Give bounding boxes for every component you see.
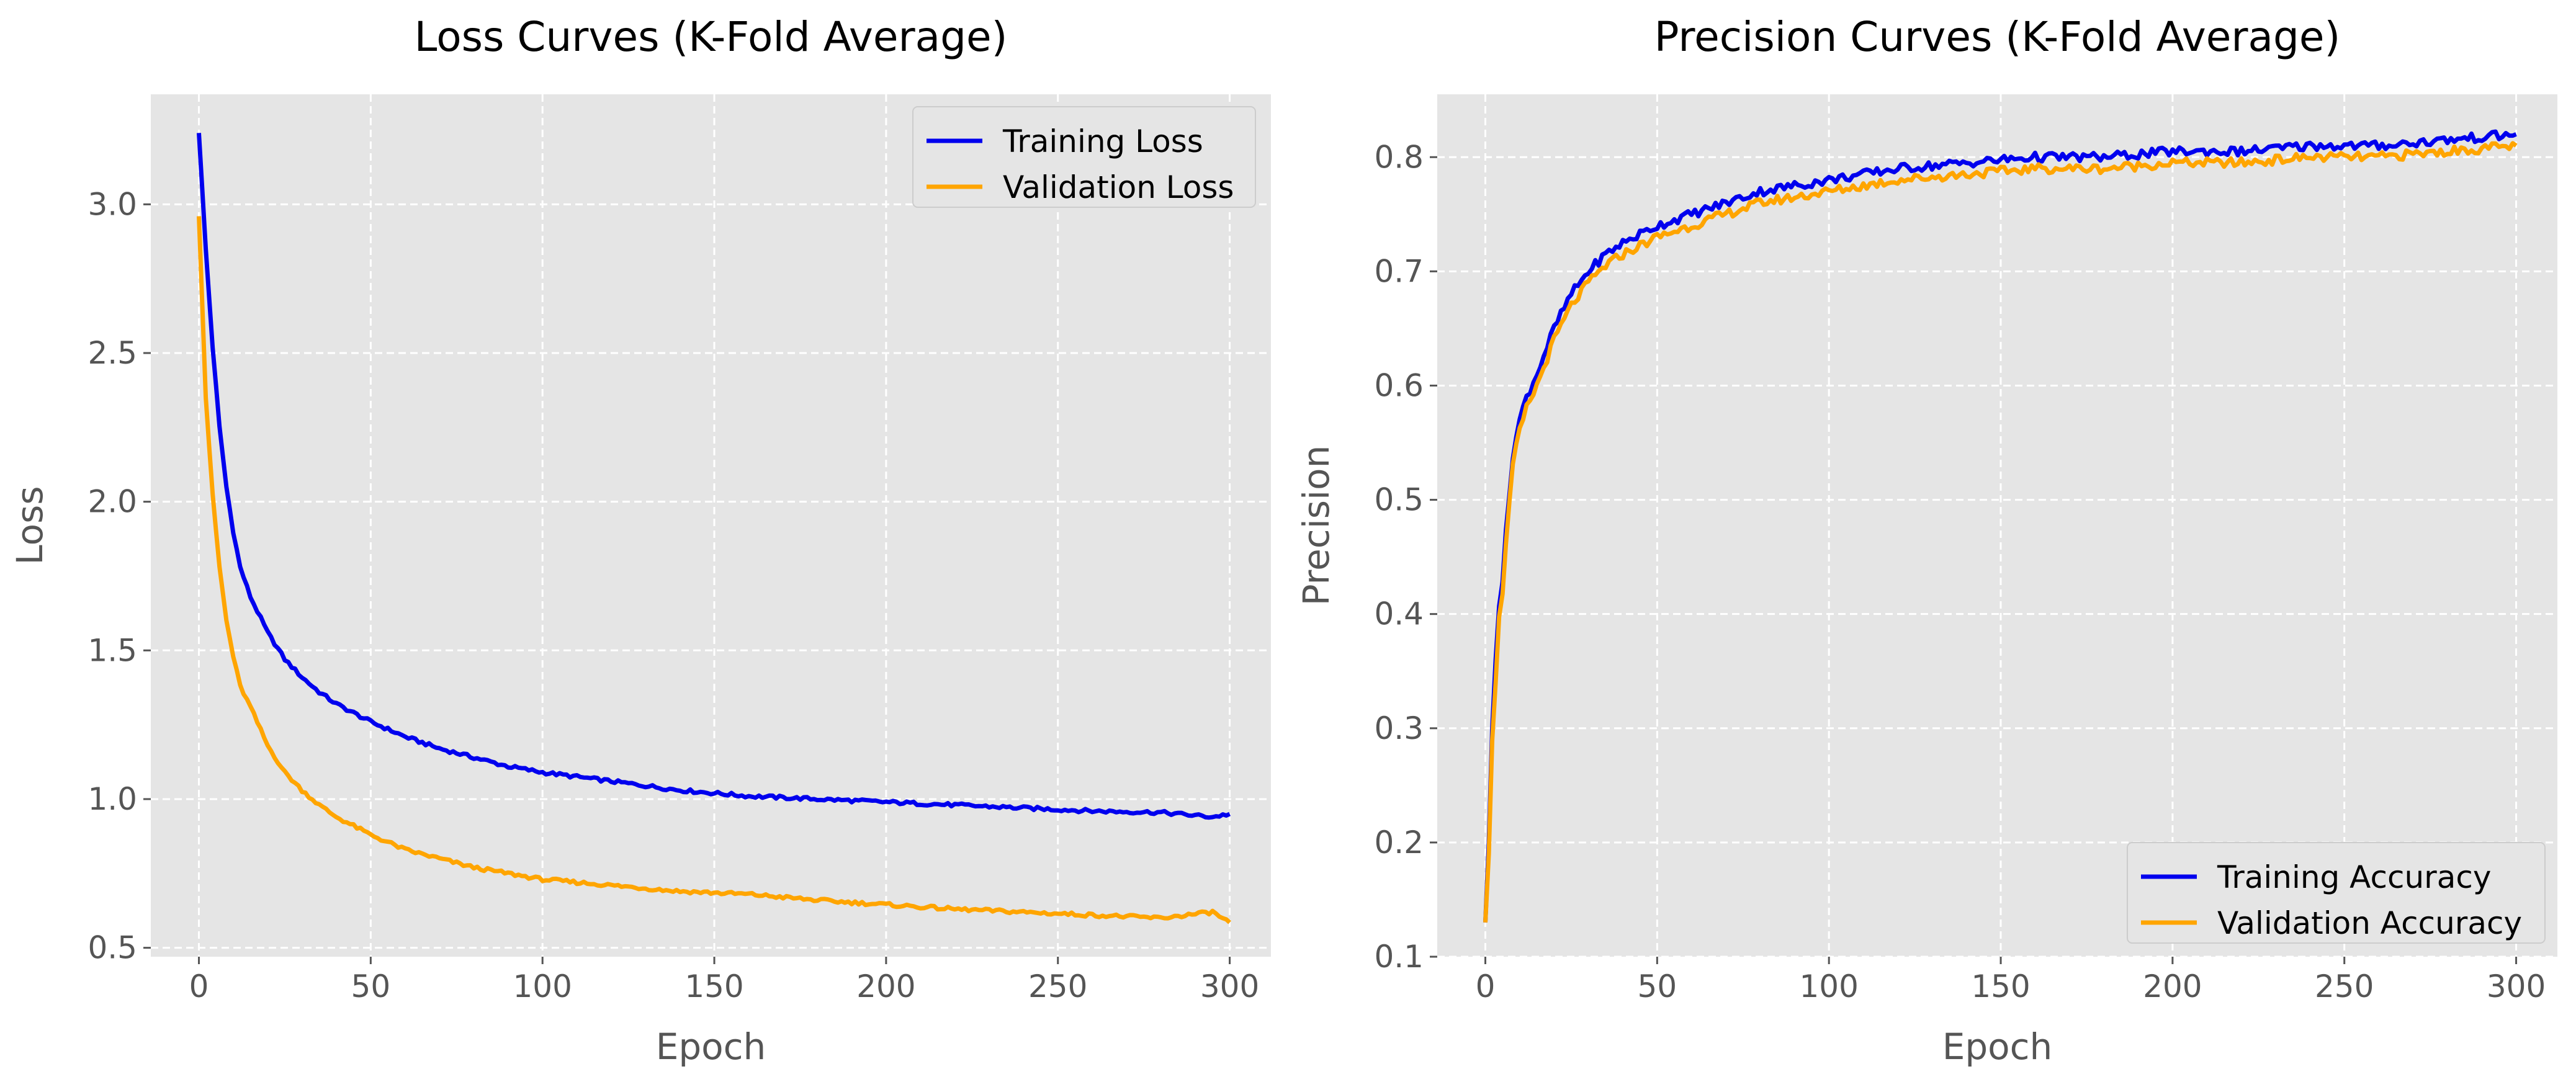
precision-y-tick-label: 0.2 <box>1374 825 1424 861</box>
precision-x-tick-label: 0 <box>1476 968 1496 1004</box>
series-line-training-loss <box>197 133 1231 820</box>
precision-legend-box <box>2127 842 2546 944</box>
precision-grid <box>1437 94 2557 958</box>
loss-x-tick-label: 50 <box>351 968 391 1004</box>
series-line-validation-accuracy <box>1483 141 2518 923</box>
precision-x-tick-label: 50 <box>1638 968 1677 1004</box>
loss-y-tick-label: 0.5 <box>88 930 137 966</box>
precision-x-axis-label: Epoch <box>1942 1026 2053 1068</box>
loss-x-axis-label: Epoch <box>656 1026 766 1068</box>
precision-legend: Training Accuracy Validation Accuracy <box>2127 842 2546 944</box>
loss-y-tick-label: 1.5 <box>88 632 137 668</box>
precision-tick-labels: 0 50 100 150 200 250 300 0.1 0.2 0.3 0.4 0.5 0.6 0.7 0… <box>1374 139 2546 1004</box>
loss-plot-area <box>151 94 1271 957</box>
loss-series-group <box>197 133 1231 924</box>
precision-chart: 0 50 100 150 200 250 300 0.1 0.2 0.3 0.4 0.5 0.6 0.7 0… <box>1295 13 2557 1068</box>
loss-y-tick-label: 2.0 <box>88 484 137 520</box>
loss-tick-labels: 0 50 100 150 200 250 300 0.5 1.0 1.5 2.0 2.5 3.0 <box>88 186 1259 1004</box>
legend-label-validation-accuracy: Validation Accuracy <box>2217 905 2522 941</box>
precision-y-tick-label: 0.8 <box>1374 139 1424 175</box>
legend-label-validation-loss: Validation Loss <box>1003 169 1234 205</box>
loss-y-axis-label: Loss <box>9 486 51 565</box>
precision-x-tick-label: 100 <box>1799 968 1858 1004</box>
precision-x-tick-label: 200 <box>2143 968 2202 1004</box>
legend-label-training-accuracy: Training Accuracy <box>2217 859 2491 895</box>
precision-y-axis-label: Precision <box>1295 445 1337 606</box>
precision-plot-area <box>1437 94 2557 957</box>
loss-x-tick-label: 150 <box>684 968 743 1004</box>
precision-y-tick-label: 0.6 <box>1374 367 1424 403</box>
precision-chart-title: Precision Curves (K-Fold Average) <box>1654 13 2340 61</box>
loss-chart: 0 50 100 150 200 250 300 0.5 1.0 1.5 2.0 2.5 3.0 Los… <box>9 13 1271 1068</box>
loss-y-tick-label: 1.0 <box>88 781 137 817</box>
loss-chart-title: Loss Curves (K-Fold Average) <box>415 13 1008 61</box>
loss-x-tick-label: 100 <box>513 968 572 1004</box>
series-line-validation-loss <box>197 216 1231 924</box>
loss-y-tick-label: 3.0 <box>88 186 137 222</box>
loss-x-tick-label: 200 <box>856 968 915 1004</box>
legend-label-training-loss: Training Loss <box>1002 123 1203 159</box>
precision-y-tick-label: 0.7 <box>1374 253 1424 289</box>
precision-y-tick-label: 0.1 <box>1374 939 1424 975</box>
loss-legend-box <box>912 106 1256 208</box>
precision-y-tick-label: 0.3 <box>1374 710 1424 746</box>
loss-x-tick-label: 300 <box>1200 968 1259 1004</box>
precision-x-tick-label: 300 <box>2487 968 2546 1004</box>
precision-series-group <box>1483 129 2518 923</box>
loss-x-tick-label: 0 <box>189 968 209 1004</box>
loss-x-tick-label: 250 <box>1028 968 1087 1004</box>
precision-x-tick-label: 250 <box>2315 968 2374 1004</box>
series-line-training-accuracy <box>1483 129 2517 923</box>
loss-grid <box>151 94 1271 957</box>
loss-y-tick-label: 2.5 <box>88 335 137 371</box>
precision-y-tick-label: 0.5 <box>1374 482 1424 518</box>
loss-legend: Training Loss Validation Loss <box>912 106 1256 208</box>
precision-x-tick-label: 150 <box>1971 968 2030 1004</box>
precision-y-tick-label: 0.4 <box>1374 596 1424 632</box>
